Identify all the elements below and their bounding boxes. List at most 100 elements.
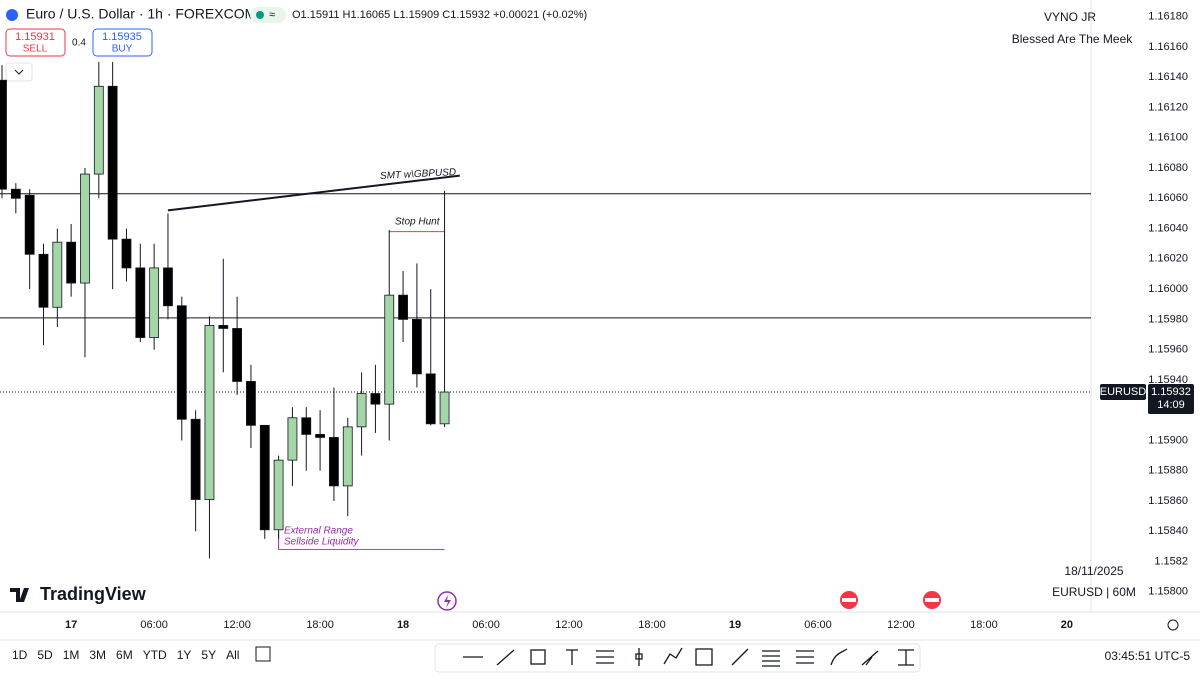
author-motto: Blessed Are The Meek bbox=[1012, 32, 1134, 46]
countdown: 14:09 bbox=[1157, 399, 1185, 411]
candle-body bbox=[66, 241, 77, 284]
candle-body bbox=[232, 328, 243, 382]
range-button[interactable]: 1Y bbox=[177, 648, 192, 662]
x-tick-label: 18:00 bbox=[970, 619, 998, 631]
x-tick-label: 12:00 bbox=[555, 619, 583, 631]
y-tick-label: 1.16100 bbox=[1148, 132, 1188, 144]
y-tick-label: 1.15960 bbox=[1148, 344, 1188, 356]
range-button[interactable]: 1M bbox=[63, 648, 80, 662]
symbol-interval: EURUSD | 60M bbox=[1052, 585, 1136, 599]
candle-body bbox=[163, 267, 173, 307]
smt-trendline bbox=[167, 174, 460, 212]
range-button[interactable]: 5D bbox=[37, 648, 53, 662]
range-button[interactable]: 1D bbox=[12, 648, 28, 662]
tool-line[interactable] bbox=[731, 648, 749, 666]
range-button[interactable]: 3M bbox=[89, 648, 106, 662]
candle-body bbox=[439, 391, 450, 425]
tool-pattern[interactable] bbox=[663, 647, 683, 665]
date-label: 18/11/2025 bbox=[1064, 564, 1123, 578]
range-button[interactable]: 5Y bbox=[201, 648, 216, 662]
tool-trendline[interactable] bbox=[496, 649, 515, 666]
price-tag-bg bbox=[1148, 384, 1194, 415]
candle-body bbox=[0, 79, 7, 190]
tool-grid[interactable] bbox=[695, 648, 713, 666]
y-tick-label: 1.16080 bbox=[1148, 162, 1188, 174]
x-tick-label: 12:00 bbox=[223, 619, 251, 631]
candle-body bbox=[93, 85, 104, 175]
range-button[interactable]: All bbox=[226, 648, 239, 662]
buy-label[interactable]: BUY bbox=[112, 44, 133, 55]
symbol-icon bbox=[6, 9, 18, 21]
candle-body bbox=[149, 267, 160, 338]
y-tick-label: 1.16120 bbox=[1148, 101, 1188, 113]
market-status-dot bbox=[256, 11, 264, 19]
tool-fib[interactable] bbox=[596, 650, 614, 664]
flag-stripe[interactable] bbox=[925, 598, 939, 602]
candle-body bbox=[190, 418, 201, 500]
y-tick-label: 1.15840 bbox=[1148, 525, 1188, 537]
author-name: VYNO JR bbox=[1044, 10, 1096, 24]
y-tick-label: 1.16060 bbox=[1148, 192, 1188, 204]
event-icon-bolt[interactable] bbox=[444, 595, 451, 608]
range-buttons: 1D 5D 1M 3M 6M YTD 1Y 5Y All bbox=[12, 648, 239, 662]
tool-measure[interactable] bbox=[898, 649, 914, 666]
x-tick-label: 20 bbox=[1061, 619, 1073, 631]
buy-button[interactable] bbox=[92, 28, 153, 57]
candle-body bbox=[273, 459, 284, 531]
candle-body bbox=[342, 426, 353, 487]
symbol-title: Euro / U.S. Dollar · 1h · FOREXCOM bbox=[26, 6, 256, 22]
tool-channel[interactable] bbox=[796, 650, 814, 664]
candle-body bbox=[24, 194, 35, 255]
tool-text[interactable] bbox=[566, 649, 578, 665]
market-status-icon: ≈ bbox=[269, 9, 275, 21]
candle-body bbox=[259, 424, 270, 531]
candle-body bbox=[80, 173, 90, 284]
candle-body bbox=[38, 253, 49, 308]
y-tick-label: 1.16020 bbox=[1148, 253, 1188, 265]
clock: 03:45:51 UTC-5 bbox=[1105, 649, 1191, 663]
y-tick-label: 1.15940 bbox=[1148, 374, 1188, 386]
candle-body bbox=[107, 85, 118, 240]
y-tick-label: 1.1582 bbox=[1154, 555, 1188, 567]
sell-label[interactable]: SELL bbox=[23, 44, 48, 55]
buy-price[interactable]: 1.15935 bbox=[102, 31, 142, 43]
tool-levels[interactable] bbox=[762, 650, 780, 667]
x-tick-label: 18:00 bbox=[638, 619, 666, 631]
candle-body bbox=[384, 294, 395, 405]
price-tag: 1.15932 bbox=[1151, 386, 1191, 398]
y-tick-label: 1.15860 bbox=[1148, 495, 1188, 507]
symbol-tag-bg bbox=[1100, 384, 1146, 401]
candle-body bbox=[287, 417, 298, 461]
x-tick-label: 18 bbox=[397, 619, 409, 631]
y-tick-label: 1.16000 bbox=[1148, 283, 1188, 295]
y-tick-label: 1.16140 bbox=[1148, 71, 1188, 83]
collapse-icon[interactable] bbox=[14, 69, 24, 75]
range-button[interactable]: 6M bbox=[116, 648, 133, 662]
candle-body bbox=[370, 393, 381, 405]
x-tick-label: 06:00 bbox=[472, 619, 500, 631]
date-range-icon[interactable] bbox=[255, 646, 271, 662]
logo-icon bbox=[10, 588, 29, 602]
y-tick-label: 1.15800 bbox=[1148, 586, 1188, 598]
logo-text: TradingView bbox=[40, 584, 147, 604]
x-tick-label: 12:00 bbox=[887, 619, 915, 631]
range-button[interactable]: YTD bbox=[143, 648, 167, 662]
x-tick-label: 06:00 bbox=[804, 619, 832, 631]
collapse-button[interactable] bbox=[5, 62, 33, 82]
tool-curve[interactable] bbox=[830, 648, 848, 666]
market-status bbox=[250, 7, 286, 23]
symbol-tag: EURUSD bbox=[1100, 386, 1147, 398]
spread: 0.4 bbox=[72, 38, 86, 49]
flag-stripe[interactable] bbox=[842, 598, 856, 602]
settings-icon[interactable] bbox=[1167, 619, 1179, 631]
annotation-text: External Range bbox=[284, 526, 353, 537]
tool-rect[interactable] bbox=[530, 649, 546, 665]
sell-price[interactable]: 1.15931 bbox=[15, 31, 55, 43]
tool-bar[interactable] bbox=[635, 648, 643, 666]
x-tick-label: 18:00 bbox=[306, 619, 334, 631]
annotation-text: Stop Hunt bbox=[395, 217, 441, 228]
tool-brush[interactable] bbox=[861, 650, 879, 666]
sell-button[interactable] bbox=[5, 28, 66, 57]
